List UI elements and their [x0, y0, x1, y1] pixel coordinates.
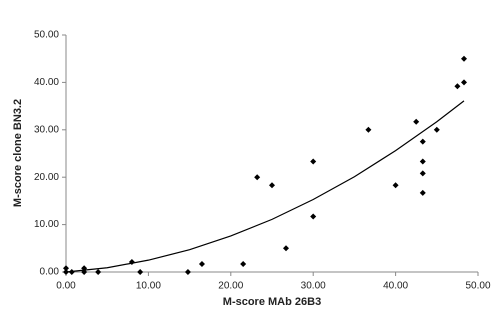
- x-tick-label: 10.00: [136, 281, 161, 292]
- point: [365, 126, 372, 133]
- point: [419, 138, 426, 145]
- point: [81, 269, 88, 275]
- point: [269, 182, 275, 189]
- point: [460, 79, 467, 86]
- point: [68, 269, 75, 275]
- point: [254, 174, 261, 181]
- trendline: [65, 100, 465, 273]
- point: [283, 245, 290, 252]
- y-tick-label: 10.00: [34, 219, 59, 230]
- x-tick-label: 40.00: [383, 281, 408, 292]
- point: [63, 265, 69, 272]
- x-tick-label: 50.00: [465, 281, 490, 292]
- point: [419, 158, 426, 165]
- point: [392, 182, 399, 189]
- point: [433, 126, 440, 133]
- point: [137, 269, 144, 275]
- point: [413, 118, 420, 125]
- point: [63, 269, 69, 275]
- y-tick-label: 0.00: [40, 267, 60, 278]
- y-tick-label: 30.00: [34, 124, 59, 135]
- point: [198, 260, 205, 267]
- y-axis-title: M-score clone BN3.2: [12, 99, 24, 207]
- point: [310, 213, 317, 220]
- x-tick-label: 0.00: [56, 281, 76, 292]
- point: [95, 269, 102, 275]
- x-tick-label: 30.00: [301, 281, 326, 292]
- point: [310, 158, 317, 165]
- y-tick-label: 50.00: [34, 30, 59, 41]
- point: [128, 259, 135, 266]
- x-tick-label: 20.00: [218, 281, 243, 292]
- y-tick-label: 20.00: [34, 172, 59, 183]
- y-tick-label: 40.00: [34, 77, 59, 88]
- point: [419, 189, 426, 196]
- point: [81, 265, 88, 272]
- point: [419, 170, 426, 177]
- point: [460, 55, 467, 62]
- point: [240, 260, 247, 267]
- x-axis-title: M-score MAb 26B3: [223, 296, 321, 308]
- point: [184, 269, 191, 275]
- point: [454, 83, 461, 90]
